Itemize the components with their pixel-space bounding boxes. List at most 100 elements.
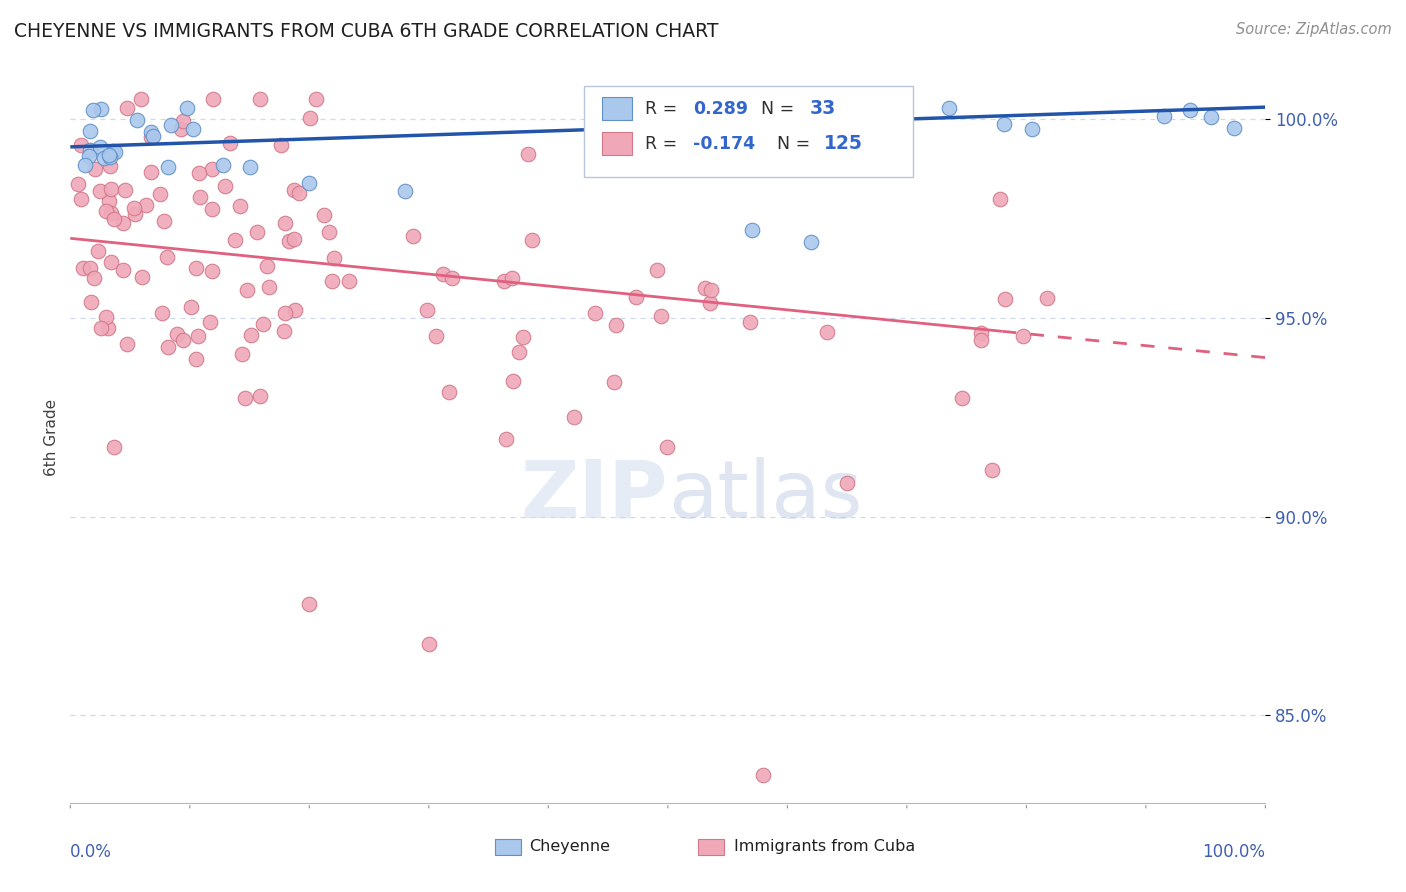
Text: Source: ZipAtlas.com: Source: ZipAtlas.com <box>1236 22 1392 37</box>
Point <box>993 117 1015 131</box>
Point <box>1035 291 1057 305</box>
Point <box>318 225 340 239</box>
Point <box>100 182 122 196</box>
Point <box>256 259 278 273</box>
Point <box>77 148 100 162</box>
Point <box>837 475 859 490</box>
Point <box>67 178 90 192</box>
Point <box>229 199 252 213</box>
Point <box>1199 111 1222 125</box>
Point <box>181 121 204 136</box>
Point <box>583 306 606 320</box>
Point <box>502 374 524 388</box>
FancyBboxPatch shape <box>602 97 633 120</box>
Point <box>202 92 225 106</box>
Point <box>83 271 105 285</box>
Point <box>212 158 235 172</box>
Point <box>187 328 209 343</box>
Point <box>72 260 94 275</box>
Point <box>274 306 297 320</box>
FancyBboxPatch shape <box>602 132 633 155</box>
Point <box>111 216 134 230</box>
Point <box>89 140 111 154</box>
Point <box>994 292 1017 306</box>
Point <box>84 162 107 177</box>
Text: CHEYENNE VS IMMIGRANTS FROM CUBA 6TH GRADE CORRELATION CHART: CHEYENNE VS IMMIGRANTS FROM CUBA 6TH GRA… <box>14 22 718 41</box>
Point <box>87 244 110 258</box>
Point <box>740 315 762 329</box>
Point <box>103 212 125 227</box>
Point <box>89 184 111 198</box>
Point <box>169 122 191 136</box>
Point <box>501 271 523 285</box>
Point <box>233 391 256 405</box>
Point <box>75 158 97 172</box>
Point <box>100 255 122 269</box>
Point <box>273 324 295 338</box>
FancyBboxPatch shape <box>495 839 520 855</box>
Text: 33: 33 <box>810 99 837 118</box>
Point <box>305 92 328 106</box>
Point <box>312 208 335 222</box>
Point <box>323 251 346 265</box>
Point <box>270 138 292 153</box>
Point <box>418 637 440 651</box>
Point <box>184 351 207 366</box>
Point <box>772 118 794 132</box>
Point <box>82 103 104 117</box>
Point <box>508 344 530 359</box>
Point <box>70 137 93 152</box>
Point <box>90 103 112 117</box>
Point <box>837 123 859 137</box>
Point <box>115 337 138 351</box>
Point <box>153 213 176 227</box>
Point <box>172 333 194 347</box>
Point <box>246 225 269 239</box>
Point <box>655 440 678 454</box>
Text: N =: N = <box>761 100 800 118</box>
Point <box>752 768 775 782</box>
Point <box>79 124 101 138</box>
Point <box>700 283 723 297</box>
Point <box>103 440 125 454</box>
Point <box>249 92 271 106</box>
Point <box>98 150 121 164</box>
Point <box>201 264 224 278</box>
Point <box>252 317 274 331</box>
Text: 0.0%: 0.0% <box>70 843 112 861</box>
Point <box>176 101 198 115</box>
Point <box>172 114 194 128</box>
Point <box>149 186 172 201</box>
Point <box>98 159 121 173</box>
Point <box>495 432 517 446</box>
Point <box>938 101 960 115</box>
Point <box>394 184 416 198</box>
Point <box>156 340 179 354</box>
Point <box>740 223 762 237</box>
Point <box>214 179 236 194</box>
Point <box>693 281 716 295</box>
Point <box>236 284 259 298</box>
Point <box>79 260 101 275</box>
Point <box>100 205 122 219</box>
Point <box>800 235 823 250</box>
Point <box>150 306 173 320</box>
Point <box>219 136 242 151</box>
Point <box>283 183 305 197</box>
Point <box>115 101 138 115</box>
Point <box>952 392 974 406</box>
Text: Cheyenne: Cheyenne <box>529 839 610 855</box>
Point <box>104 145 127 159</box>
Point <box>198 315 221 329</box>
Point <box>94 310 117 325</box>
Point <box>425 329 447 343</box>
Point <box>298 112 321 126</box>
Point <box>516 146 538 161</box>
Point <box>277 234 299 248</box>
Point <box>441 271 464 285</box>
Point <box>969 326 991 340</box>
Point <box>1180 103 1202 117</box>
Point <box>141 165 163 179</box>
Point <box>284 303 307 318</box>
Point <box>520 234 543 248</box>
